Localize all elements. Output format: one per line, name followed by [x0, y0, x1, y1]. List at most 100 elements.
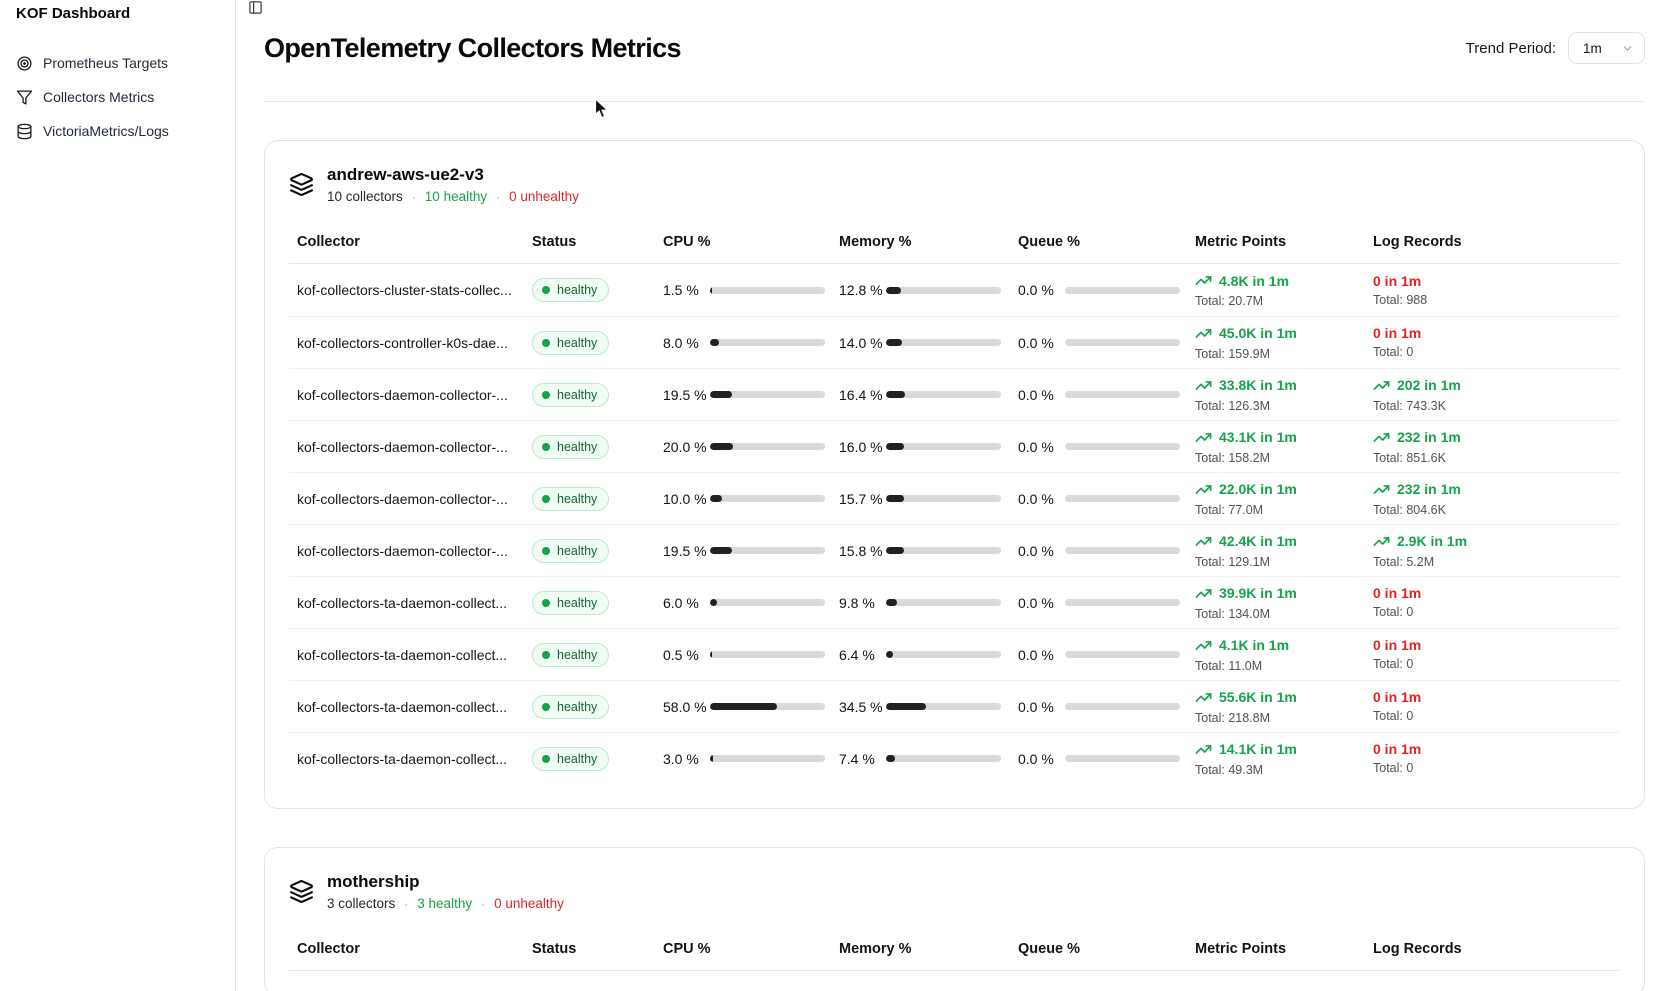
collector-name: kof-collectors-ta-daemon-collect...	[297, 646, 508, 663]
memory-usage-bar-fill	[886, 599, 898, 606]
cpu-usage-cell: 6.0 %	[655, 595, 831, 611]
log-records-trend: 0 in 1m	[1373, 586, 1620, 600]
metric-points-total: Total: 11.0M	[1195, 658, 1263, 673]
log-records-cell: 0 in 1m Total: 0	[1365, 326, 1620, 359]
collector-name: kof-collectors-ta-daemon-collect...	[297, 698, 508, 715]
column-header-cpu: CPU %	[663, 234, 711, 250]
target-icon	[16, 55, 33, 72]
queue-usage-cell: 0.0 %	[1010, 491, 1187, 507]
trend-period-label: Trend Period:	[1465, 39, 1556, 57]
collector-name: kof-collectors-cluster-stats-collec...	[297, 282, 512, 298]
cluster-card-header: andrew-aws-ue2-v3 10 collectors · 10 hea…	[289, 165, 1620, 204]
queue-usage-cell: 0.0 %	[1010, 335, 1187, 351]
log-records-trend: 0 in 1m	[1373, 690, 1620, 704]
metric-points-total: Total: 134.0M	[1195, 606, 1271, 621]
log-records-trend-value: 0 in 1m	[1373, 325, 1422, 342]
memory-usage-bar-fill	[886, 547, 905, 554]
metric-points-trend-value: 43.1K in 1m	[1219, 429, 1297, 446]
main-content: OpenTelemetry Collectors Metrics Trend P…	[236, 0, 1656, 991]
log-records-total: Total: 851.6K	[1373, 450, 1446, 465]
sidebar-item-victoriametrics-logs[interactable]: VictoriaMetrics/Logs	[14, 114, 221, 148]
metric-points-trend-value: 4.1K in 1m	[1219, 637, 1290, 654]
queue-usage-cell: 0.0 %	[1010, 282, 1187, 298]
memory-usage-bar-fill	[886, 339, 903, 346]
metric-points-trend: 39.9K in 1m	[1195, 585, 1365, 602]
memory-usage-bar	[886, 547, 1001, 554]
queue-usage-bar	[1065, 755, 1180, 762]
queue-usage-cell: 0.0 %	[1010, 387, 1187, 403]
queue-usage-value: 0.0 %	[1018, 594, 1054, 611]
memory-usage-value: 15.7 %	[839, 490, 883, 507]
status-badge: healthy	[532, 278, 610, 302]
table-row: kof-collectors-ta-daemon-collect... healt…	[289, 732, 1620, 784]
column-header-status: Status	[532, 941, 577, 957]
status-badge: healthy	[532, 694, 610, 719]
collector-name: kof-collectors-ta-daemon-collect...	[297, 750, 508, 767]
dot-separator: ·	[404, 896, 409, 911]
queue-usage-bar	[1065, 495, 1180, 502]
trend-period-select[interactable]: 1m	[1568, 32, 1645, 64]
trending-up-icon	[1195, 689, 1212, 706]
healthy-count: 3 healthy	[417, 896, 473, 911]
sidebar-item-label: Collectors Metrics	[43, 89, 155, 105]
column-header-collector: Collector	[297, 941, 360, 957]
memory-usage-bar-fill	[886, 391, 905, 398]
cpu-usage-bar-fill	[710, 651, 713, 658]
memory-usage-bar	[886, 599, 1001, 606]
log-records-trend: 0 in 1m	[1373, 638, 1620, 652]
panel-left-icon[interactable]	[248, 0, 263, 15]
queue-usage-value: 0.0 %	[1018, 542, 1054, 559]
metric-points-total: Total: 218.8M	[1195, 710, 1271, 725]
sidebar-item-label: Prometheus Targets	[43, 55, 169, 71]
queue-usage-value: 0.0 %	[1018, 334, 1054, 351]
column-header-metric-points: Metric Points	[1195, 234, 1287, 250]
status-cell: healthy	[524, 278, 655, 302]
log-records-trend: 232 in 1m	[1373, 481, 1620, 498]
metric-points-cell: 45.0K in 1m Total: 159.9M	[1187, 325, 1365, 361]
cpu-usage-cell: 20.0 %	[655, 439, 831, 455]
trending-up-icon	[1195, 585, 1212, 602]
memory-usage-value: 6.4 %	[839, 646, 875, 663]
metric-points-trend-value: 33.8K in 1m	[1219, 377, 1297, 394]
memory-usage-cell: 16.4 %	[831, 387, 1010, 403]
log-records-total: Total: 0	[1373, 345, 1414, 360]
status-badge: healthy	[532, 486, 610, 511]
memory-usage-bar	[886, 391, 1001, 398]
cpu-usage-bar-fill	[710, 286, 713, 294]
status-badge: healthy	[532, 538, 610, 563]
log-records-trend-value: 0 in 1m	[1373, 741, 1422, 758]
status-label: healthy	[557, 543, 598, 558]
memory-usage-cell: 7.4 %	[831, 751, 1010, 767]
table-row: kof-collectors-ta-daemon-collect... healt…	[289, 680, 1620, 732]
column-header-queue: Queue %	[1018, 941, 1081, 957]
memory-usage-bar	[886, 339, 1001, 346]
metric-points-total: Total: 126.3M	[1195, 398, 1271, 413]
trending-up-icon	[1373, 533, 1390, 550]
cpu-usage-value: 19.5 %	[663, 542, 707, 559]
cpu-usage-bar	[710, 599, 825, 606]
sidebar-item-collectors-metrics[interactable]: Collectors Metrics	[14, 80, 221, 114]
status-label: healthy	[557, 751, 598, 766]
trending-up-icon	[1195, 741, 1212, 758]
queue-usage-value: 0.0 %	[1018, 646, 1054, 663]
cpu-usage-value: 10.0 %	[663, 490, 707, 507]
log-records-trend-value: 0 in 1m	[1373, 637, 1422, 654]
sidebar-item-prometheus-targets[interactable]: Prometheus Targets	[14, 46, 221, 80]
cpu-usage-cell: 8.0 %	[655, 335, 831, 351]
memory-usage-bar	[886, 286, 1001, 294]
collector-name: kof-collectors-daemon-collector-...	[297, 438, 508, 455]
healthy-count: 10 healthy	[424, 189, 488, 204]
status-label: healthy	[557, 699, 598, 714]
queue-usage-bar	[1065, 703, 1180, 710]
memory-usage-cell: 34.5 %	[831, 699, 1010, 715]
header-divider	[264, 101, 1645, 102]
status-badge: healthy	[532, 642, 610, 667]
unhealthy-count: 0 unhealthy	[509, 189, 579, 204]
log-records-total: Total: 804.6K	[1373, 502, 1446, 517]
status-dot	[542, 494, 550, 503]
trending-up-icon	[1195, 481, 1212, 498]
status-dot	[542, 702, 550, 711]
cpu-usage-bar	[710, 443, 825, 450]
metric-points-cell: 22.0K in 1m Total: 77.0M	[1187, 481, 1365, 517]
queue-usage-value: 0.0 %	[1018, 490, 1054, 507]
